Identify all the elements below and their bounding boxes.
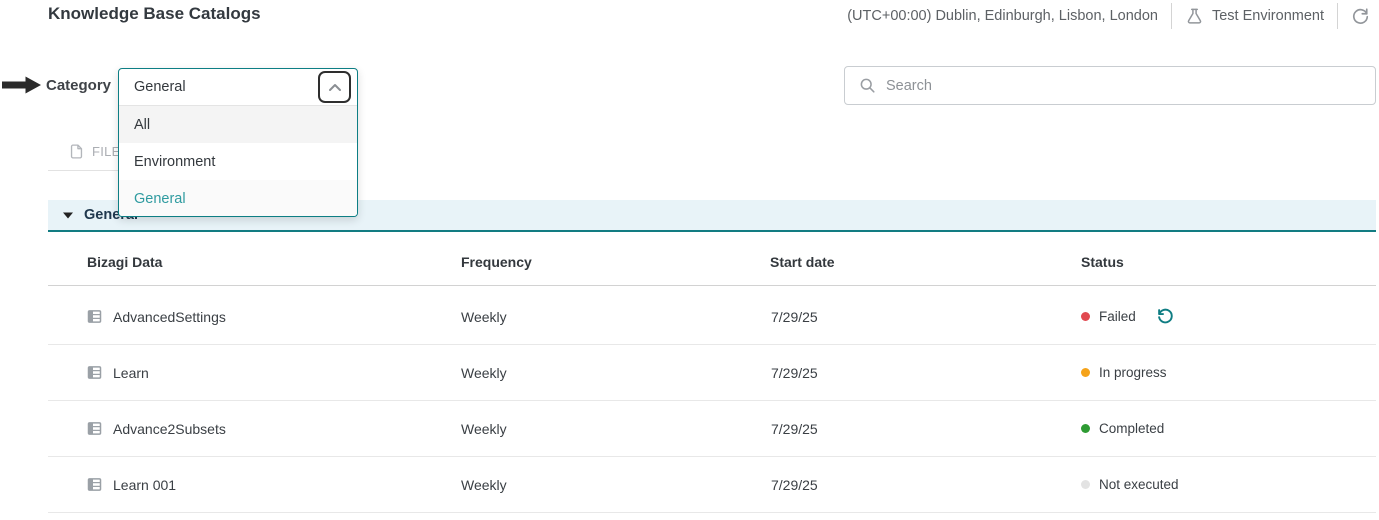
- timezone-label: (UTC+00:00) Dublin, Edinburgh, Lisbon, L…: [847, 8, 1158, 24]
- column-header-bizagi-data: Bizagi Data: [87, 254, 163, 270]
- status-label: Completed: [1099, 421, 1165, 436]
- column-header-start-date: Start date: [770, 254, 835, 270]
- start-date-cell: 7/29/25: [771, 364, 818, 381]
- category-dropdown-toggle[interactable]: [318, 71, 351, 103]
- status-label: Not executed: [1099, 477, 1179, 492]
- category-dropdown-value[interactable]: General: [119, 69, 357, 106]
- header-divider: [1337, 3, 1338, 29]
- frequency-cell: Weekly: [461, 420, 507, 437]
- status-dot: [1081, 424, 1090, 433]
- status-dot: [1081, 368, 1090, 377]
- status-dot: [1081, 312, 1090, 321]
- table-icon: [87, 365, 102, 380]
- environment-indicator: Test Environment: [1185, 7, 1324, 26]
- frequency-cell: Weekly: [461, 364, 507, 381]
- header-divider: [1170, 3, 1172, 29]
- catalog-name-cell: AdvancedSettings: [87, 289, 226, 344]
- category-option-environment[interactable]: Environment: [134, 153, 216, 170]
- annotation-arrow-icon: [2, 74, 42, 101]
- table-row: Advance2Subsets Weekly 7/29/25 Completed: [48, 401, 1376, 457]
- status-label: Failed: [1099, 309, 1136, 324]
- column-header-frequency: Frequency: [461, 254, 532, 270]
- file-icon: [68, 143, 85, 160]
- frequency-cell: Weekly: [461, 476, 507, 493]
- search-icon: [859, 77, 876, 94]
- catalog-name: Advance2Subsets: [113, 420, 226, 437]
- table-icon: [87, 477, 102, 492]
- retry-button[interactable]: [1157, 308, 1174, 325]
- start-date-cell: 7/29/25: [771, 308, 818, 325]
- catalog-name: Learn 001: [113, 476, 177, 493]
- catalog-name-cell: Learn 001: [87, 457, 176, 512]
- frequency-cell: Weekly: [461, 308, 507, 325]
- table-header-divider: [48, 285, 1376, 286]
- refresh-button[interactable]: [1351, 7, 1375, 25]
- catalog-name: Learn: [113, 364, 149, 381]
- search-box: [844, 66, 1376, 105]
- tab-file[interactable]: FILE: [68, 143, 121, 160]
- status-label: In progress: [1099, 365, 1167, 380]
- category-filter-label: Category: [46, 77, 112, 94]
- category-dropdown: General All Environment General: [118, 68, 358, 217]
- caret-down-icon: [63, 212, 73, 219]
- start-date-cell: 7/29/25: [771, 476, 818, 493]
- category-selected-value: General: [134, 79, 186, 95]
- category-option-general[interactable]: General: [119, 180, 357, 216]
- chevron-up-icon: [328, 83, 342, 92]
- status-cell: Not executed: [1081, 457, 1179, 512]
- table-row: Learn 001 Weekly 7/29/25 Not executed: [48, 457, 1376, 513]
- catalog-name: AdvancedSettings: [113, 308, 226, 325]
- page-title: Knowledge Base Catalogs: [48, 4, 261, 23]
- category-option-all[interactable]: All: [119, 106, 357, 143]
- table-icon: [87, 421, 102, 436]
- start-date-cell: 7/29/25: [771, 420, 818, 437]
- column-header-status: Status: [1081, 254, 1124, 270]
- search-input[interactable]: [886, 77, 1361, 94]
- catalog-name-cell: Learn: [87, 345, 149, 400]
- table-row: Learn Weekly 7/29/25 In progress: [48, 345, 1376, 401]
- retry-icon: [1157, 308, 1174, 325]
- tab-file-label: FILE: [92, 144, 121, 159]
- table-icon: [87, 309, 102, 324]
- header-right: (UTC+00:00) Dublin, Edinburgh, Lisbon, L…: [847, 2, 1375, 30]
- status-dot: [1081, 480, 1090, 489]
- status-cell: In progress: [1081, 345, 1167, 400]
- flask-icon: [1185, 7, 1204, 26]
- status-cell: Failed: [1081, 289, 1174, 344]
- refresh-icon: [1351, 7, 1369, 25]
- catalog-name-cell: Advance2Subsets: [87, 401, 226, 456]
- table-row: AdvancedSettings Weekly 7/29/25 Failed: [48, 289, 1376, 345]
- status-cell: Completed: [1081, 401, 1164, 456]
- environment-label: Test Environment: [1211, 8, 1324, 24]
